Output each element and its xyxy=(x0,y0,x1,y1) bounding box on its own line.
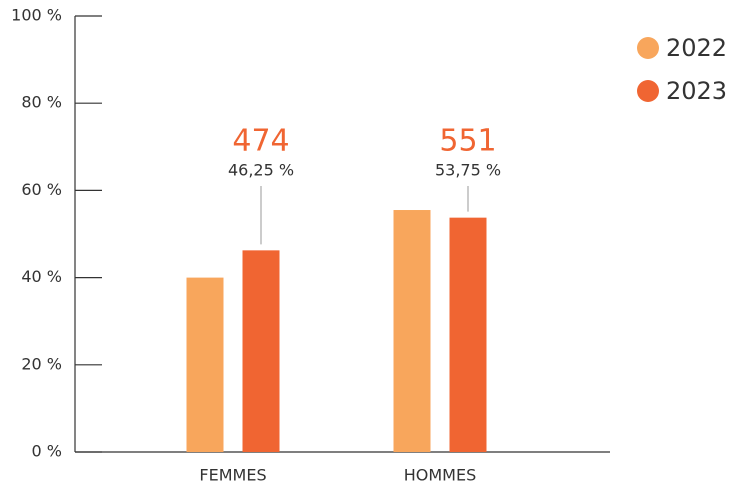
legend-label: 2022 xyxy=(666,34,727,62)
bar xyxy=(449,217,487,452)
y-tick-label: 20 % xyxy=(21,354,62,373)
count-label: 551 xyxy=(439,124,496,159)
y-tick-label: 40 % xyxy=(21,267,62,286)
x-tick-label: FEMMES xyxy=(199,466,266,485)
legend-swatch xyxy=(637,80,659,102)
bar xyxy=(393,210,431,452)
y-tick-label: 0 % xyxy=(32,442,62,461)
bar xyxy=(242,250,280,452)
legend-swatch xyxy=(637,37,659,59)
legend-label: 2023 xyxy=(666,77,727,105)
bar xyxy=(186,277,224,452)
y-tick-label: 80 % xyxy=(21,93,62,112)
value-label: 46,25 % xyxy=(228,161,294,180)
value-label: 53,75 % xyxy=(435,161,501,180)
y-tick-label: 60 % xyxy=(21,180,62,199)
y-tick-label: 100 % xyxy=(11,6,62,25)
x-tick-label: HOMMES xyxy=(404,466,477,485)
count-label: 474 xyxy=(232,124,289,159)
